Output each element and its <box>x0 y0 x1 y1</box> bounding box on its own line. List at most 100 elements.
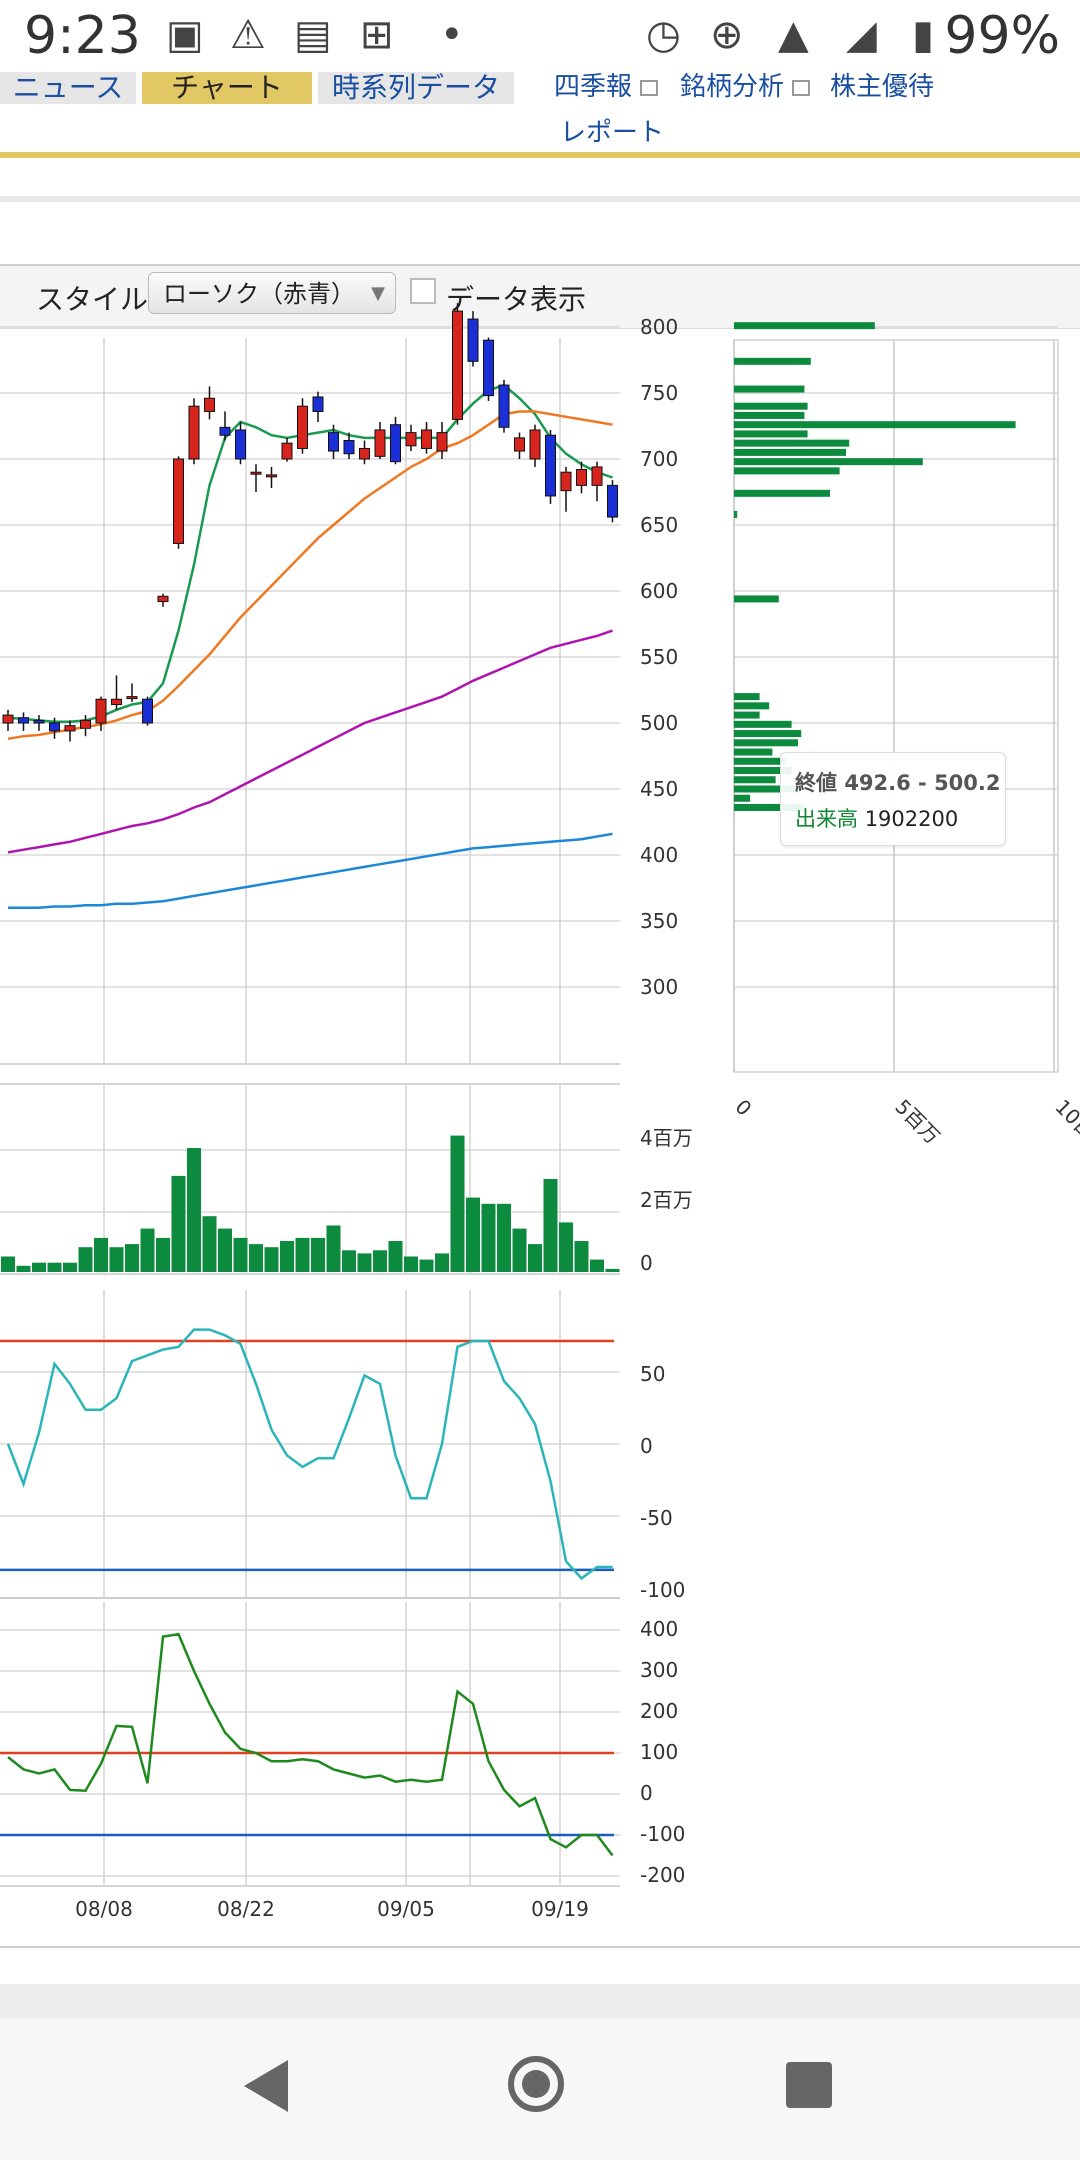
volume-profile-bar <box>734 510 738 518</box>
candle-up <box>80 719 91 729</box>
ma-long-line <box>7 629 613 854</box>
candle-down <box>312 396 324 412</box>
volume-bar <box>218 1228 232 1272</box>
oscillator-1-tick-label: -100 <box>640 1578 685 1602</box>
candle-up <box>281 442 293 460</box>
candle-up <box>514 437 525 452</box>
back-icon[interactable] <box>244 2060 288 2112</box>
volume-bar <box>605 1268 620 1272</box>
chart-panel <box>0 264 1080 1948</box>
volume-bar <box>419 1259 434 1272</box>
volume-profile-bar <box>734 430 808 438</box>
volume-bar <box>233 1237 248 1272</box>
battery-icon: ▮ <box>912 12 935 58</box>
oscillator-2-tick-label: -200 <box>640 1863 685 1887</box>
chart-tooltip: 終値 492.6 - 500.2 出来高 1902200 <box>780 752 1006 846</box>
volume-bar <box>78 1247 93 1272</box>
volume-bar <box>249 1244 263 1272</box>
x-axis-date-label: 08/22 <box>217 1897 275 1921</box>
oscillator-2-tick-label: 300 <box>640 1658 678 1682</box>
price-tick-label: 500 <box>640 711 678 735</box>
volume-bar <box>512 1228 527 1272</box>
style-select[interactable]: ローソク（赤青） ▼ <box>148 272 396 314</box>
price-tick-label: 450 <box>640 777 678 801</box>
link-report[interactable]: レポート <box>552 112 664 149</box>
volume-bar <box>435 1253 449 1272</box>
tooltip-close-label: 終値 <box>795 771 837 795</box>
candle-down <box>467 318 479 362</box>
price-tick-label: 800 <box>640 315 678 339</box>
candle-up <box>2 714 14 724</box>
volume-profile-bar <box>734 402 808 410</box>
candle-up <box>405 432 417 447</box>
candle-down <box>390 424 401 463</box>
volume-profile-bar <box>734 767 792 775</box>
x-axis-date-label: 09/19 <box>531 1897 589 1921</box>
volume-profile-bar <box>734 730 802 738</box>
oscillator-1-tick-label: -50 <box>640 1506 673 1530</box>
volume-bar <box>187 1148 201 1272</box>
candle-up <box>126 696 138 700</box>
link-analysis[interactable]: 銘柄分析 <box>680 66 811 103</box>
tab-news[interactable]: ニュース <box>0 72 136 104</box>
ma-xlong-line <box>8 832 613 910</box>
battery-percent: 99% <box>944 6 1060 66</box>
volume-bar <box>528 1244 542 1272</box>
candle-down <box>235 429 246 460</box>
signal-icon: ◢ <box>846 12 877 58</box>
volume-profile-bar <box>734 702 770 710</box>
volume-bar <box>32 1262 46 1272</box>
price-tick-label: 300 <box>640 975 678 999</box>
data-display-checkbox[interactable] <box>410 278 436 304</box>
chevron-down-icon: ▼ <box>371 283 385 304</box>
tab-timeseries[interactable]: 時系列データ <box>318 72 514 104</box>
volume-profile-bar <box>734 467 840 475</box>
volume-bar <box>590 1259 604 1272</box>
oscillator-1-line <box>6 1328 613 1581</box>
volume-bar <box>295 1237 310 1272</box>
candle-up <box>250 471 262 475</box>
volume-profile-bar <box>734 693 760 701</box>
volume-bar <box>140 1228 155 1272</box>
volume-profile-bar <box>734 785 798 793</box>
volume-bar <box>466 1197 480 1272</box>
volume-bar <box>450 1135 465 1272</box>
volume-tick-label: 2百万 <box>640 1188 693 1212</box>
home-icon[interactable] <box>508 2056 564 2112</box>
volume-bar <box>1 1256 15 1272</box>
link-analysis-label: 銘柄分析 <box>680 72 785 102</box>
status-time: 9:23 <box>24 6 141 66</box>
volume-bar <box>481 1203 496 1272</box>
oscillator-2-tick-label: 0 <box>640 1781 653 1805</box>
volume-profile-bar <box>734 439 850 447</box>
candle-up <box>204 397 215 412</box>
page-bottom-area <box>0 1984 1080 2018</box>
link-quarterly[interactable]: 四季報 <box>554 66 659 103</box>
volume-bar <box>47 1262 62 1272</box>
volume-profile-bar <box>734 489 830 497</box>
data-display-label: データ表示 <box>446 283 587 316</box>
price-chart <box>2 303 618 910</box>
candle-down <box>33 719 45 724</box>
volume-tick-label: 4百万 <box>640 1126 693 1150</box>
volume-profile-bar <box>734 720 792 728</box>
volume-profile-chart <box>733 322 1059 1073</box>
price-tick-label: 650 <box>640 513 678 537</box>
candle-down <box>49 722 60 732</box>
recent-apps-icon[interactable] <box>786 2062 832 2108</box>
tab-chart[interactable]: チャート <box>142 72 312 104</box>
volume-profile-bar <box>734 385 805 393</box>
volume-bar <box>311 1237 325 1272</box>
tabs-row: ニュース チャート 時系列データ 四季報 銘柄分析 株主優待 レポート <box>0 72 1080 160</box>
tooltip-volume-label: 出来高 <box>795 807 858 831</box>
link-yutai[interactable]: 株主優待 <box>830 66 934 103</box>
volume-bar <box>264 1247 279 1272</box>
oscillator-2-tick-label: 200 <box>640 1699 678 1723</box>
candle-up <box>188 405 200 460</box>
oscillator-1-tick-label: 0 <box>640 1434 653 1458</box>
volume-bar <box>574 1241 589 1272</box>
volume-bar <box>94 1237 108 1272</box>
candle-up <box>64 725 76 732</box>
price-tick-label: 600 <box>640 579 678 603</box>
